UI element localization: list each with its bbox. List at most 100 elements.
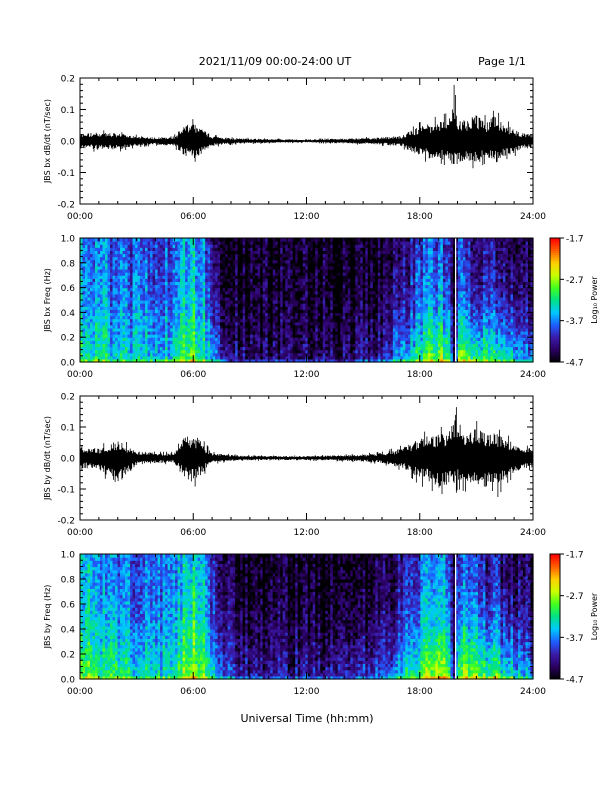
spectrogram-cell: [135, 340, 139, 344]
spectrogram-cell: [142, 331, 146, 335]
spectrogram-cell: [202, 315, 206, 320]
spectrogram-cell: [110, 331, 114, 335]
spectrogram-cell: [142, 296, 146, 301]
spectrogram-cell: [267, 337, 271, 341]
spectrogram-cell: [167, 300, 171, 304]
spectrogram-cell: [232, 337, 236, 341]
spectrogram-cell: [360, 334, 364, 338]
spectrogram-cell: [160, 340, 164, 344]
spectrogram-cell: [340, 253, 344, 258]
spectrogram-cell: [187, 334, 191, 338]
spectrogram-cell: [145, 355, 149, 360]
spectrogram-cell: [190, 275, 194, 279]
spectrogram-cell: [152, 340, 156, 344]
spectrogram-cell: [365, 262, 369, 267]
spectrogram-cell: [197, 247, 201, 251]
spectrogram-cell: [337, 247, 341, 251]
spectrogram-cell: [382, 269, 386, 273]
spectrogram-cell: [247, 244, 251, 248]
spectrogram-cell: [370, 321, 374, 326]
spectrogram-cell: [195, 259, 199, 264]
spectrogram-cell: [270, 272, 274, 276]
spectrogram-cell: [172, 253, 176, 258]
spectrogram-cell: [152, 321, 156, 326]
spectrogram-cell: [147, 238, 151, 242]
spectrogram-cell: [247, 343, 251, 348]
spectrogram-cell: [112, 281, 116, 286]
spectrogram-cell: [375, 355, 379, 360]
spectrogram-cell: [157, 250, 161, 255]
spectrogram-cell: [155, 327, 159, 332]
spectrogram-cell: [167, 327, 171, 332]
spectrogram-cell: [205, 312, 209, 317]
spectrogram-cell: [227, 355, 231, 360]
spectrogram-cell: [227, 250, 231, 255]
spectrogram-cell: [247, 346, 251, 351]
spectrogram-cell: [232, 343, 236, 348]
spectrogram-cell: [155, 241, 159, 245]
spectrogram-cell: [132, 287, 136, 292]
spectrogram-cell: [152, 250, 156, 255]
spectrogram-cell: [197, 312, 201, 317]
spectrogram-cell: [252, 290, 256, 295]
spectrogram-cell: [282, 337, 286, 341]
spectrogram-cell: [130, 272, 134, 276]
spectrogram-cell: [305, 315, 309, 320]
spectrogram-cell: [140, 272, 144, 276]
spectrogram-cell: [230, 256, 234, 261]
spectrogram-cell: [322, 281, 326, 286]
spectrogram-cell: [172, 324, 176, 329]
spectrogram-cell: [215, 262, 219, 267]
spectrogram-cell: [170, 334, 174, 338]
spectrogram-cell: [262, 278, 266, 282]
spectrogram-cell: [302, 324, 306, 329]
spectrogram-cell: [95, 358, 99, 363]
spectrogram-cell: [197, 324, 201, 329]
spectrogram-cell: [257, 352, 261, 357]
spectrogram-cell: [142, 358, 146, 363]
spectrogram-cell: [152, 241, 156, 245]
spectrogram-cell: [220, 293, 224, 298]
spectrogram-cell: [240, 262, 244, 267]
spectrogram-cell: [282, 355, 286, 360]
spectrogram-cell: [320, 241, 324, 245]
spectrogram-cell: [377, 346, 381, 351]
spectrogram-cell: [120, 284, 124, 289]
spectrogram-cell: [347, 296, 351, 301]
spectrogram-cell: [100, 315, 104, 320]
spectrogram-cell: [147, 300, 151, 304]
page-number: Page 1/1: [478, 55, 526, 68]
spectrogram-cell: [107, 293, 111, 298]
spectrogram-cell: [187, 284, 191, 289]
spectrogram-cell: [100, 355, 104, 360]
spectrogram-cell: [215, 247, 219, 251]
spectrogram-cell: [377, 337, 381, 341]
spectrogram-cell: [172, 278, 176, 282]
spectrogram-cell: [100, 309, 104, 313]
spectrogram-cell: [285, 312, 289, 317]
spectrogram-cell: [272, 275, 276, 279]
spectrogram-cell: [227, 309, 231, 313]
spectrogram-cell: [132, 281, 136, 286]
spectrogram-cell: [92, 324, 96, 329]
spectrogram-cell: [205, 337, 209, 341]
spectrogram-cell: [292, 343, 296, 348]
spectrogram-cell: [295, 349, 299, 354]
spectrogram-cell: [152, 238, 156, 242]
spectrogram-cell: [202, 247, 206, 251]
spectrogram-cell: [155, 300, 159, 304]
spectrogram-cell: [302, 296, 306, 301]
spectrogram-cell: [222, 309, 226, 313]
spectrogram-cell: [312, 312, 316, 317]
spectrogram-cell: [245, 358, 249, 363]
spectrogram-cell: [345, 278, 349, 282]
spectrogram-cell: [297, 312, 301, 317]
spectrogram-cell: [220, 343, 224, 348]
spectrogram-cell: [350, 244, 354, 248]
spectrogram-cell: [367, 331, 371, 335]
spectrogram-cell: [115, 306, 119, 310]
spectrogram-cell: [215, 324, 219, 329]
spectrogram-cell: [285, 355, 289, 360]
spectrogram-cell: [315, 244, 319, 248]
spectrogram-cell: [255, 300, 259, 304]
